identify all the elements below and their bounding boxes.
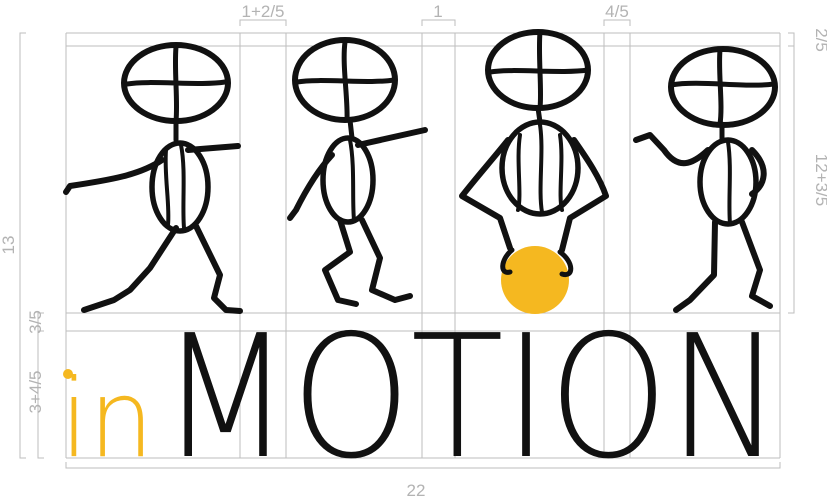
dim-bottom: 22	[407, 481, 426, 500]
logo-wordmark: in MOTION	[60, 299, 782, 497]
dim-right-1: 2/5	[812, 28, 827, 52]
dim-left-1: 13	[0, 236, 18, 255]
dim-top-1: 1+2/5	[241, 2, 284, 21]
dim-right-2: 12+3/5	[812, 154, 827, 206]
stick-figure-pointing	[63, 42, 243, 314]
logo-prefix-in: in	[60, 357, 154, 482]
dim-left-2: 3/5	[26, 310, 45, 334]
dimension-brackets	[19, 19, 795, 469]
logo-word-motion: MOTION	[160, 299, 782, 497]
construction-grid	[65, 32, 781, 459]
yellow-ball	[501, 246, 569, 314]
dim-top-3: 4/5	[605, 2, 629, 21]
stick-figure-walking	[287, 37, 428, 307]
stick-figure-squatting-with-ball	[459, 29, 609, 314]
i-dot	[63, 369, 73, 379]
dim-left-3: 3+4/5	[26, 370, 45, 413]
dim-top-2: 1	[433, 2, 442, 21]
stick-figure-hand-on-hip	[633, 46, 778, 313]
